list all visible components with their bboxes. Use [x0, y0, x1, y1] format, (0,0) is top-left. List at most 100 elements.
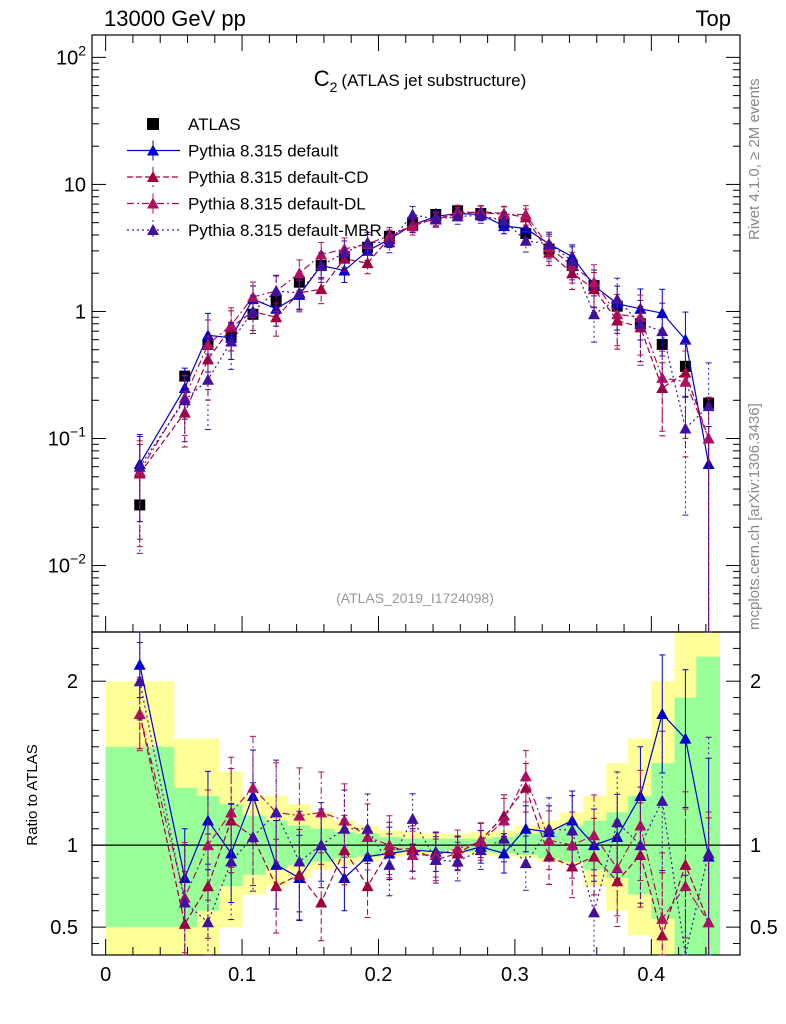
legend-marker — [147, 171, 159, 182]
band-green-bin — [651, 763, 676, 919]
dl-ratio-point — [634, 819, 647, 831]
data-series — [133, 204, 715, 956]
legend-label: Pythia 8.315 default — [188, 142, 339, 161]
mbr-data-point — [361, 236, 374, 248]
dl-data-point — [588, 276, 601, 288]
dl-ratio-point — [702, 916, 715, 928]
legend-marker — [147, 224, 159, 235]
mbr-line — [139, 213, 710, 468]
band-green-bin — [173, 787, 198, 928]
legend-label: Pythia 8.315 default-CD — [188, 168, 369, 187]
default-ratio-point — [566, 814, 579, 826]
default-ratio-point — [679, 732, 692, 744]
mbr-data-point — [634, 317, 647, 329]
mbr-ratio-point — [543, 822, 556, 834]
default-ratio-point — [338, 871, 351, 883]
dl-line — [139, 211, 710, 472]
legend-label: ATLAS — [188, 115, 241, 134]
mbr-ratio-point — [178, 896, 191, 908]
dl-data-point — [519, 208, 532, 220]
dl-ratio-point — [293, 809, 306, 821]
legend-label: Pythia 8.315 default-DL — [188, 195, 366, 214]
mbr-data-point — [225, 335, 238, 347]
mbr-ratio-point — [338, 822, 351, 834]
header-process: 13000 GeV pp — [104, 6, 246, 31]
mbr-ratio-point — [270, 806, 283, 818]
mbr-ratio-point — [634, 839, 647, 851]
cd-ratio-point — [293, 868, 306, 880]
mbr-ratio-point — [497, 832, 510, 844]
dl-data-point — [656, 371, 669, 383]
default-data-point — [519, 222, 532, 234]
title-text: (ATLAS jet substructure) — [341, 71, 526, 90]
ratio-plot-frame — [91, 631, 741, 956]
dl-ratio-point — [406, 848, 419, 860]
y-tick-exponent: −1 — [70, 424, 86, 440]
y-tick-label: 102 — [56, 42, 86, 69]
chart-title: C2 (ATLAS jet substructure) — [314, 66, 527, 95]
axes — [91, 34, 741, 956]
dl-ratio-point — [225, 806, 238, 818]
dl-ratio-point — [338, 814, 351, 826]
mbr-data-point — [429, 213, 442, 225]
mbr-ratio-point — [293, 855, 306, 867]
dl-ratio-point — [315, 806, 328, 818]
ratio-y-tick-label: 2 — [67, 671, 78, 693]
dl-data-point — [406, 220, 419, 232]
title-symbol: C — [314, 66, 330, 91]
mbr-ratio-point — [519, 857, 532, 869]
mbr-ratio-point — [246, 830, 259, 842]
legend-marker — [147, 144, 159, 156]
legend-entry-dl: Pythia 8.315 default-DL — [127, 193, 366, 214]
mbr-ratio-point — [702, 847, 715, 859]
y-tick-base: 10 — [48, 429, 70, 451]
y-tick-exponent: −2 — [70, 551, 86, 567]
mbr-data-point — [566, 254, 579, 266]
dl-ratio-point — [201, 839, 214, 851]
mbr-ratio-point — [611, 816, 624, 828]
cd-line — [139, 211, 710, 474]
mbr-data-point — [519, 234, 532, 246]
default-ratio-point — [497, 847, 510, 859]
ratio-y-tick-label: 0.5 — [50, 917, 78, 939]
mbr-ratio-point — [315, 839, 328, 851]
legend-entry-atlas: ATLAS — [147, 115, 241, 134]
default-ratio-point — [201, 814, 214, 826]
ratio-y-axis-label: Ratio to ATLAS — [24, 744, 41, 845]
mbr-ratio-point — [406, 812, 419, 824]
dl-ratio-point — [566, 839, 579, 851]
ratio-series-mbr — [133, 641, 715, 956]
dl-ratio-point — [497, 814, 510, 826]
cd-data-point — [201, 353, 214, 365]
dl-data-point — [201, 338, 214, 350]
default-line — [139, 212, 710, 465]
legend-entry-cd: Pythia 8.315 default-CD — [127, 167, 369, 187]
y-tick-base: 10 — [48, 556, 70, 578]
mbr-ratio-point — [474, 844, 487, 856]
ratio-y-tick-label-right: 2 — [750, 671, 761, 693]
analysis-id-label: (ATLAS_2019_I1724098) — [336, 590, 494, 606]
x-tick-label: 0 — [100, 964, 111, 986]
default-data-point — [679, 333, 692, 345]
series-default — [133, 207, 715, 633]
mbr-data-point — [383, 236, 396, 248]
x-tick-label: 0.3 — [501, 964, 529, 986]
ratio-y-tick-label: 1 — [67, 835, 78, 857]
ratio-y-tick-label-right: 1 — [750, 835, 761, 857]
default-ratio-point — [656, 707, 669, 719]
mbr-ratio-point — [133, 675, 146, 687]
band-green-bin — [105, 746, 175, 928]
y-tick-label: 1 — [75, 301, 86, 323]
ratio-y-tick-label-right: 0.5 — [750, 917, 778, 939]
mbr-data-point — [702, 400, 715, 412]
mbr-ratio-point — [451, 855, 464, 867]
y-tick-base: 10 — [64, 174, 86, 196]
cd-data-point — [315, 283, 328, 295]
dl-ratio-point — [246, 781, 259, 793]
cd-ratio-point — [656, 929, 669, 941]
dl-data-point — [679, 375, 692, 387]
y-tick-label: 10−1 — [48, 424, 86, 451]
default-data-point — [497, 220, 510, 232]
cd-data-point — [588, 283, 601, 295]
mbr-ratio-point — [429, 853, 442, 865]
